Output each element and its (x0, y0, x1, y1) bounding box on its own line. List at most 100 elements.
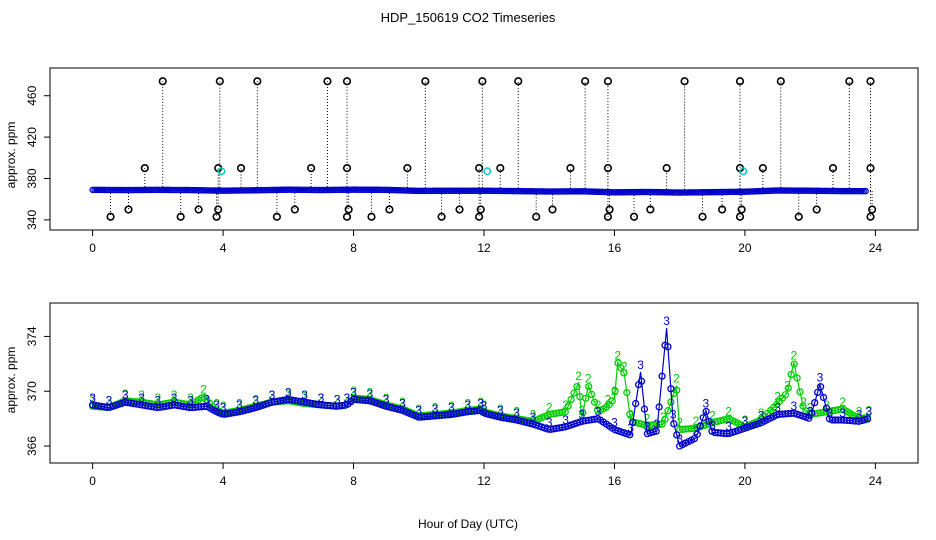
spike-mid-point (475, 164, 484, 173)
series-2-label: 2 (497, 402, 504, 416)
spike-high-point (581, 77, 590, 86)
baseline-point (474, 187, 482, 194)
series-2-label: 2 (644, 411, 651, 425)
series-3-label: 3 (627, 421, 634, 435)
series-2-point (585, 382, 593, 391)
series-2-label: 2 (383, 391, 390, 405)
series-3-point (626, 431, 634, 439)
spike-low-point (532, 212, 541, 221)
series-3-label: 3 (663, 314, 670, 328)
spike-mid-point (603, 164, 613, 173)
series-3-label: 3 (477, 396, 484, 410)
series-2-label: 2 (252, 392, 259, 406)
baseline-point (465, 187, 472, 194)
baseline-point (451, 187, 458, 194)
bottom-y-tick-label: 370 (25, 381, 39, 401)
top-x-tick-label: 16 (608, 241, 622, 255)
series-2-label: 2 (709, 409, 716, 423)
series-3-point (629, 418, 637, 427)
series-2-point (573, 382, 581, 391)
series-3-point (658, 372, 666, 380)
bottom-x-tick-label: 4 (220, 474, 227, 488)
x-axis-label: Hour of Day (UTC) (418, 517, 518, 531)
series-3-label: 3 (644, 420, 651, 434)
spike-low-point (124, 205, 133, 214)
spike-low-point (455, 205, 464, 214)
top-x-tick-label: 20 (738, 241, 752, 255)
series-3-label: 3 (742, 414, 749, 428)
baseline-point (856, 187, 863, 195)
series-2-label: 2 (660, 410, 667, 424)
spike-low-point (605, 205, 614, 214)
series-3-label: 3 (236, 398, 243, 412)
baseline-point (153, 186, 161, 194)
bottom-y-tick-label: 366 (25, 436, 39, 456)
series-3-point (696, 422, 704, 430)
series-3-label: 3 (383, 392, 390, 406)
series-2-label: 2 (693, 414, 700, 428)
bottom-x-tick-label: 8 (350, 474, 357, 488)
series-2-point (790, 360, 798, 368)
spike-low-point (737, 205, 746, 214)
spike-high-point (514, 77, 523, 86)
series-3-label: 3 (676, 432, 683, 446)
spike-low-point (272, 212, 281, 221)
series-2-point (655, 420, 663, 429)
series-2-label: 2 (530, 407, 537, 421)
spike-high-point (680, 77, 689, 86)
baseline-point (858, 187, 865, 195)
series-2-label: 2 (236, 396, 243, 410)
series-3-label: 3 (187, 394, 194, 408)
series-2-label: 2 (432, 401, 439, 415)
series-2-point (667, 398, 675, 406)
series-2-label: 2 (367, 385, 374, 399)
series-3-label: 3 (791, 399, 798, 413)
series-2-label: 2 (334, 392, 341, 406)
series-3-point (822, 404, 831, 412)
series-2-label: 2 (866, 403, 873, 417)
series-3-point (664, 343, 672, 351)
series-2-label: 2 (301, 390, 308, 404)
baseline-point (463, 187, 470, 194)
baseline-point (545, 188, 552, 195)
series-3-label: 3 (350, 385, 357, 399)
bottom-y-tick-label: 374 (25, 326, 39, 346)
series-3-label: 3 (725, 420, 732, 434)
series-2-label: 2 (344, 391, 351, 405)
series-2-point (587, 390, 596, 399)
series-3-label: 3 (579, 407, 586, 421)
series-2-label: 2 (220, 399, 227, 413)
series-2-label: 2 (621, 359, 628, 373)
series-3-point (699, 414, 707, 422)
series-2-label: 2 (464, 396, 471, 410)
spike-high-point (421, 77, 430, 86)
series-3-label: 3 (301, 388, 308, 402)
spike-low-point (344, 205, 353, 214)
spike-mid-point (496, 164, 505, 173)
series-2-point (590, 398, 599, 406)
spike-low-point (290, 205, 299, 214)
series-2-label: 2 (269, 388, 276, 402)
series-2-point (561, 408, 569, 416)
series-3-point (670, 420, 678, 428)
baseline-point (478, 187, 486, 194)
series-2-label: 2 (758, 406, 765, 420)
series-3-point (632, 399, 640, 408)
series-3-point (673, 431, 681, 439)
series-2-label: 2 (318, 391, 325, 405)
series-3-label: 3 (839, 406, 846, 420)
spike-high-point (215, 77, 224, 86)
series-3-label: 3 (448, 401, 455, 415)
series-3-point (860, 416, 869, 424)
series-2-label: 2 (562, 398, 569, 412)
series-3-label: 3 (334, 392, 341, 406)
series-3-point (667, 385, 675, 393)
series-2-label: 2 (350, 384, 357, 398)
top-y-tick-label: 380 (25, 168, 39, 188)
spike-low-point (868, 205, 877, 214)
baseline-point (453, 187, 460, 194)
series-3-point (808, 409, 816, 417)
top-x-tick-label: 12 (477, 241, 491, 255)
